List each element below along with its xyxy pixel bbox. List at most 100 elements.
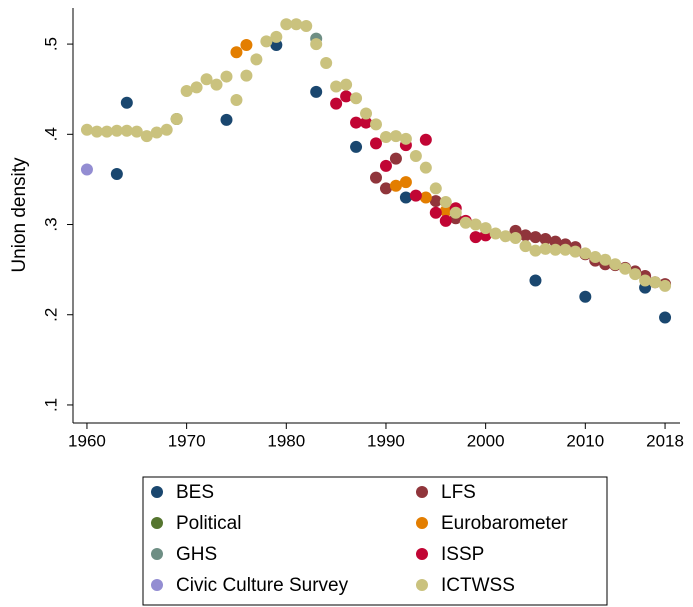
point [350,116,363,129]
point [499,230,512,243]
point [639,274,652,287]
point [340,78,353,91]
point [509,232,522,245]
point [389,130,402,143]
point [439,214,452,227]
point [399,132,412,145]
point [370,171,383,184]
legend-marker [416,579,428,591]
x-tick-label: 1970 [168,431,206,450]
point [330,97,343,110]
point [360,116,373,129]
point [110,124,123,137]
x-tick-label: 1960 [68,431,106,450]
point [120,96,133,109]
point [379,182,392,195]
point [250,53,263,66]
point [459,216,472,229]
legend-marker [151,579,163,591]
legend-label: BES [176,482,214,503]
point [240,38,253,51]
point [489,227,502,240]
y-axis-label: Union density [9,157,30,273]
legend-marker [416,548,428,560]
legend-label: LFS [441,482,476,503]
point [529,231,542,244]
point [419,133,432,146]
point [350,92,363,105]
point [370,118,383,131]
point [320,57,333,70]
legend-marker [416,486,428,498]
point [370,137,383,150]
point [240,69,253,82]
x-tick-label: 1980 [267,431,305,450]
point [579,247,592,260]
point [429,195,442,208]
point [399,191,412,204]
point [519,229,532,242]
point [310,38,323,51]
point [220,113,233,126]
point [659,279,672,292]
point [310,85,323,98]
point [609,258,622,271]
y-tick-label: .2 [41,308,60,322]
point [190,81,203,94]
point [100,125,113,138]
point [130,125,143,138]
point [659,311,672,324]
point [150,126,163,139]
point [419,161,432,174]
point [529,274,542,287]
legend-marker [151,486,163,498]
x-tick-label: 2010 [566,431,604,450]
point [389,179,402,192]
point [230,94,243,107]
point [360,107,373,120]
point [389,152,402,165]
point [409,189,422,202]
point [429,182,442,195]
point [160,123,173,136]
x-tick-label: 2000 [467,431,505,450]
point [379,131,392,144]
point [220,70,233,83]
point [629,268,642,281]
point [619,262,632,275]
y-tick-label: .5 [41,37,60,51]
point [260,35,273,48]
legend-label: GHS [176,544,217,565]
point [469,218,482,231]
legend-label: Political [176,513,241,534]
point [399,176,412,189]
point [210,78,223,91]
point [330,80,343,93]
legend-marker [151,517,163,529]
point [549,243,562,256]
point [529,244,542,257]
point [300,20,313,33]
x-tick-label: 2018 [646,431,684,450]
y-tick-label: .3 [41,217,60,231]
legend-box [142,476,608,606]
legend-label: Eurobarometer [441,513,568,534]
point [559,243,572,256]
point [519,240,532,253]
point [200,73,213,86]
point [569,245,582,258]
point [419,191,432,204]
point [170,112,183,125]
point [379,159,392,172]
point [110,168,123,180]
legend-label: Civic Culture Survey [176,575,349,596]
point [479,222,492,235]
point [350,140,363,153]
point [539,242,552,255]
y-tick-label: .4 [41,127,60,141]
legend-label: ICTWSS [441,575,515,596]
point [409,149,422,162]
point [449,206,462,219]
point [90,125,103,138]
